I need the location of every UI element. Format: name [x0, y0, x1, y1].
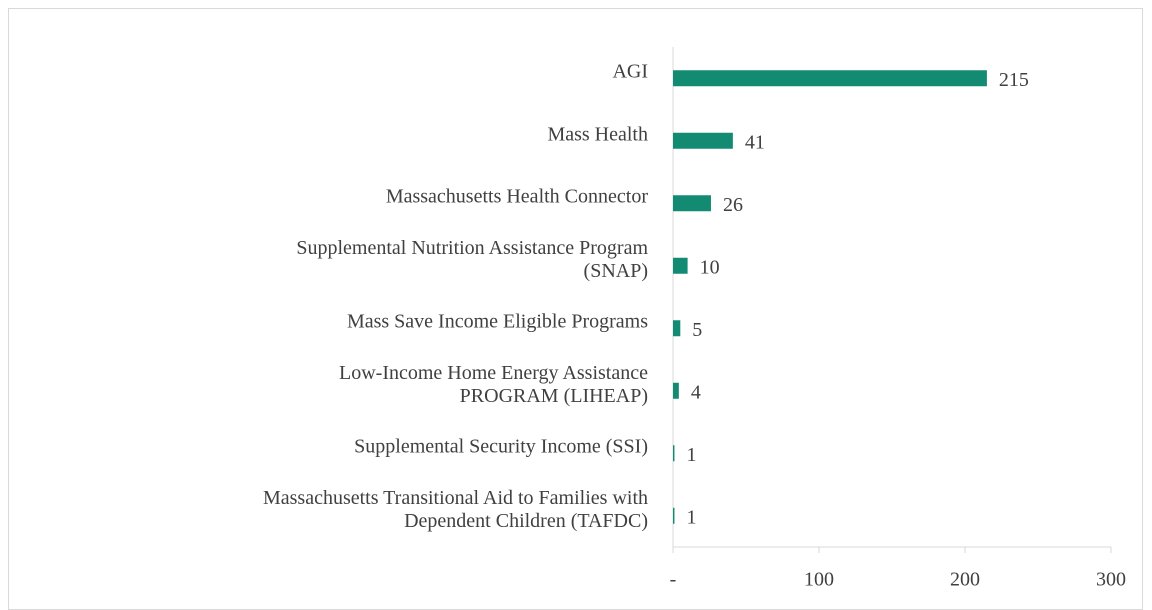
category-label: Massachusetts Health Connector — [385, 185, 648, 208]
category-label: Supplemental Security Income (SSI) — [354, 435, 648, 458]
bar — [673, 382, 679, 399]
x-tick-label: 100 — [804, 569, 834, 591]
bar — [673, 195, 711, 212]
category-label: Low-Income Home Energy Assistance PROGRA… — [339, 361, 648, 407]
data-label: 215 — [999, 69, 1029, 91]
data-label: 41 — [745, 131, 765, 153]
category-label: Supplemental Nutrition Assistance Progra… — [296, 236, 648, 282]
data-label: 1 — [686, 444, 696, 466]
data-label: 26 — [723, 194, 743, 216]
bar — [673, 257, 688, 274]
bar — [673, 445, 675, 462]
x-tick-label: - — [670, 569, 677, 591]
bar — [673, 70, 987, 87]
category-label: Mass Save Income Eligible Programs — [346, 310, 648, 333]
x-tick-label: 300 — [1096, 569, 1126, 591]
bar — [673, 320, 681, 337]
bar — [673, 507, 675, 524]
x-tick-label: 200 — [950, 569, 980, 591]
bar — [673, 132, 733, 149]
data-label: 10 — [700, 256, 720, 278]
data-label: 4 — [691, 381, 701, 403]
category-label: Mass Health — [547, 123, 648, 146]
data-label: 5 — [692, 319, 702, 341]
data-label: 1 — [686, 506, 696, 528]
category-label: Massachusetts Transitional Aid to Famili… — [262, 486, 648, 532]
category-label: AGI — [612, 60, 648, 83]
